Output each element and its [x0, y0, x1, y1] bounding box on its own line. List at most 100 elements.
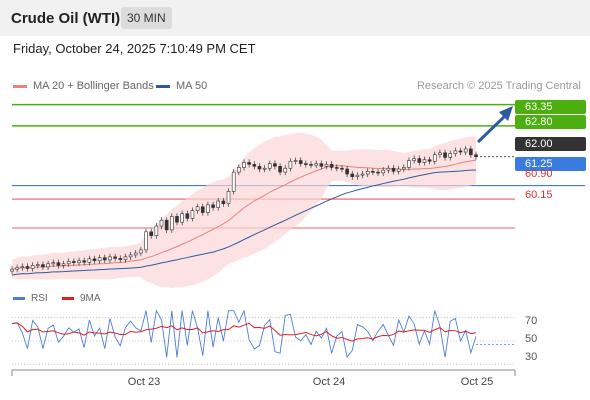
legend-rsi: RSI [13, 293, 48, 304]
ma50-line [11, 169, 477, 276]
bollinger-swatch [13, 84, 27, 88]
trend-arrow [476, 113, 508, 144]
candle-body [185, 213, 190, 219]
candle-body [376, 171, 380, 174]
candle-body [345, 168, 349, 175]
candle-body [463, 148, 468, 153]
candle-body [458, 150, 463, 153]
candle-body [247, 162, 251, 165]
legend-ma50: MA 50 [156, 80, 207, 92]
candle-body [386, 167, 391, 171]
candle-body [417, 158, 422, 163]
candle-body [231, 171, 236, 192]
candle-body [391, 167, 396, 172]
candle-body [92, 258, 97, 262]
candle-body [164, 219, 169, 231]
ma50-swatch [156, 84, 170, 88]
candle-body [365, 171, 370, 175]
candle-body [293, 160, 298, 162]
pivot-tag: 61.25 [515, 157, 586, 171]
candle-body [195, 206, 200, 211]
candle-body [273, 163, 277, 167]
support1-label: 60.90 [525, 168, 553, 180]
candle-body [108, 256, 112, 261]
legend-rsi-ma: 9MA [62, 293, 101, 304]
candle-body [77, 260, 81, 263]
candle-body [319, 163, 324, 167]
rsi-ma-label: 9MA [80, 293, 101, 304]
timeframe-badge[interactable]: 30 MIN [121, 7, 172, 29]
candle-body [149, 231, 153, 236]
candle-body [278, 166, 282, 173]
candle-body [432, 154, 437, 162]
candle-body [314, 163, 318, 166]
candle-body [41, 264, 45, 268]
x-tick-oct24: Oct 24 [312, 376, 346, 388]
candle-body [103, 257, 107, 261]
candle-body [381, 169, 386, 174]
candle-body [221, 200, 226, 204]
candle-body [190, 210, 195, 219]
candle-body [438, 152, 442, 156]
header-bar: Crude Oil (WTI) 30 MIN [0, 0, 590, 36]
candle-body [133, 252, 138, 256]
candle-body [334, 167, 339, 169]
datetime-label: Friday, October 24, 2025 7:10:49 PM CET [13, 41, 256, 56]
candle-body [139, 249, 143, 254]
candle-body [252, 164, 257, 167]
candle-body [97, 257, 102, 262]
candle-body [350, 173, 355, 178]
candle-body [267, 163, 272, 169]
support2-label: 60.15 [525, 189, 553, 201]
candle-body [469, 148, 473, 156]
candle-body [144, 231, 148, 251]
candle-body [443, 152, 447, 158]
rsi-ma-line [11, 322, 477, 342]
candle-body [412, 158, 416, 161]
candle-body [25, 266, 30, 269]
candle-body [304, 163, 308, 165]
candle-body [329, 164, 334, 168]
candle-body [35, 264, 40, 266]
candle-body [453, 150, 458, 154]
resistance1-tag: 62.80 [515, 115, 586, 129]
instrument-title: Crude Oil (WTI) [11, 10, 121, 27]
candle-body [211, 204, 215, 208]
candle-body [72, 261, 76, 263]
candle-body [10, 268, 14, 272]
candle-body [87, 258, 92, 263]
candle-body [128, 254, 133, 258]
candle-body [226, 191, 231, 204]
candle-body [402, 167, 406, 170]
candle-body [123, 256, 128, 260]
candle-body [288, 160, 293, 169]
candle-body [170, 216, 174, 231]
candle-body [30, 265, 35, 269]
legend-bollinger: MA 20 + Bollinger Bands [13, 80, 154, 92]
trend-arrow-head [499, 106, 513, 121]
rsi-label: RSI [31, 293, 48, 304]
candle-body [474, 154, 478, 157]
bollinger-label: MA 20 + Bollinger Bands [33, 80, 154, 92]
rsi-line [11, 309, 477, 359]
candle-body [175, 216, 179, 223]
candle-body [61, 263, 66, 266]
candle-body [309, 164, 313, 166]
candle-body [242, 162, 246, 168]
candle-body [66, 261, 71, 265]
candle-body [257, 166, 262, 170]
candle-body [118, 258, 123, 260]
candle-body [283, 167, 288, 173]
resistance2-tag: 63.35 [515, 100, 586, 114]
x-tick-oct23: Oct 23 [127, 376, 161, 388]
candle-body [262, 167, 267, 170]
candle-body [82, 260, 86, 263]
candle-body [298, 160, 303, 164]
ma50-label: MA 50 [176, 80, 208, 92]
candle-body [46, 263, 50, 268]
candle-body [180, 213, 184, 223]
candle-body [371, 171, 375, 173]
candle-body [206, 204, 210, 213]
current-price-tag: 62.00 [515, 137, 586, 151]
